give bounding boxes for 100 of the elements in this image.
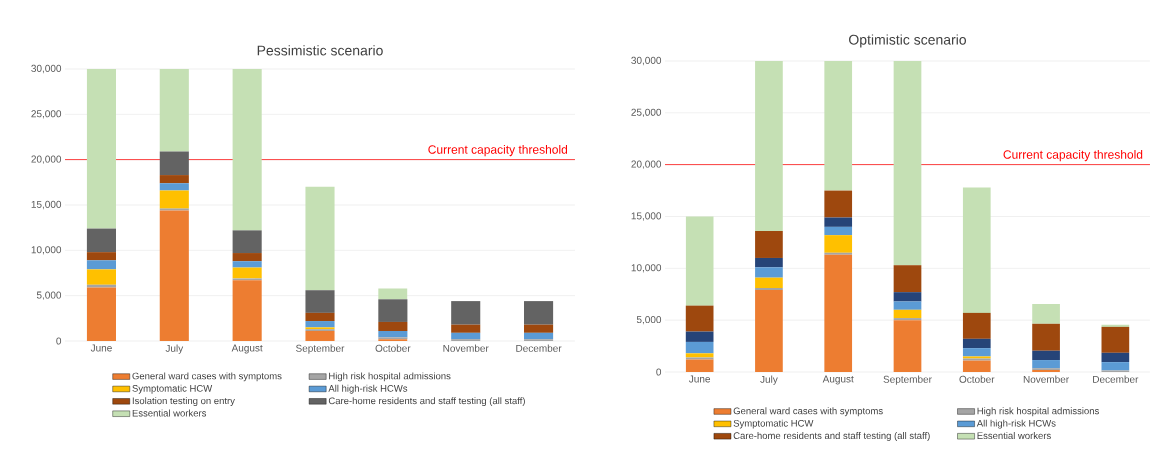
legend-label: Care-home residents and staff testing (all staff) xyxy=(328,397,525,407)
bar xyxy=(159,210,189,341)
y-tick-label: 15,000 xyxy=(31,200,62,210)
bar xyxy=(755,277,783,289)
x-tick-label: July xyxy=(165,344,184,354)
bar xyxy=(232,253,262,262)
bar xyxy=(755,288,783,291)
legend-label: Essential workers xyxy=(132,409,207,417)
bar xyxy=(232,267,262,279)
bar xyxy=(86,228,116,253)
y-tick-label: 0 xyxy=(56,337,62,345)
bar xyxy=(159,190,189,209)
ref-line-label: Current capacity threshold xyxy=(428,144,568,157)
legend-label: Essential workers xyxy=(977,432,1051,440)
x-tick-label: October xyxy=(959,375,995,383)
bar xyxy=(524,301,554,325)
bar xyxy=(232,261,262,268)
bar xyxy=(755,267,783,278)
bar xyxy=(305,321,335,328)
bar xyxy=(305,290,335,313)
bar xyxy=(1032,304,1060,324)
bar xyxy=(962,360,991,372)
bar xyxy=(893,309,922,319)
bar xyxy=(159,68,189,152)
y-tick-label: 20,000 xyxy=(631,160,662,169)
y-tick-label: 30,000 xyxy=(631,56,662,66)
x-tick-label: July xyxy=(760,375,778,385)
bar xyxy=(685,305,714,332)
bar xyxy=(685,216,714,306)
y-tick-label: 25,000 xyxy=(631,108,662,117)
legend-label: Care-home residents and staff testing (all staff) xyxy=(733,432,930,441)
bar xyxy=(824,60,853,191)
bar xyxy=(524,324,554,333)
legend-label: High risk hospital admissions xyxy=(329,372,451,382)
y-tick-label: 5,000 xyxy=(636,316,662,325)
bar xyxy=(755,60,783,231)
bar xyxy=(824,217,853,227)
bar xyxy=(159,175,189,184)
bar xyxy=(378,321,408,332)
x-tick-label: November xyxy=(1023,375,1069,383)
x-tick-label: June xyxy=(90,344,112,352)
ref-line-label: Current capacity threshold xyxy=(1003,149,1143,162)
legend-label: Symptomatic HCW xyxy=(733,419,814,429)
bar xyxy=(232,68,262,231)
bar xyxy=(451,332,481,340)
y-tick-label: 10,000 xyxy=(31,246,62,255)
bar xyxy=(962,187,991,313)
bar xyxy=(378,331,408,338)
bar xyxy=(893,265,922,293)
bar xyxy=(159,151,189,176)
bar xyxy=(824,235,853,253)
bar xyxy=(755,257,783,268)
x-tick-label: August xyxy=(822,375,854,385)
bar xyxy=(305,312,335,322)
bar xyxy=(86,287,116,341)
legend-label: High risk hospital admissions xyxy=(977,407,1099,417)
y-tick-label: 5,000 xyxy=(36,291,62,300)
bar xyxy=(893,301,922,310)
bar xyxy=(755,290,783,372)
bar xyxy=(86,68,116,229)
bar xyxy=(824,254,853,372)
chart-title: Optimistic scenario xyxy=(849,34,967,48)
bar xyxy=(685,359,714,372)
bar xyxy=(232,230,262,254)
bar xyxy=(893,60,922,266)
bar xyxy=(685,341,714,354)
x-tick-label: November xyxy=(443,344,489,352)
bar xyxy=(1101,362,1130,371)
bar xyxy=(159,183,189,191)
bar xyxy=(962,312,991,339)
x-tick-label: December xyxy=(516,344,562,352)
x-tick-label: December xyxy=(1093,375,1139,383)
bar xyxy=(893,292,922,302)
legend-label: General ward cases with symptoms xyxy=(733,407,883,417)
legend-label: General ward cases with symptoms xyxy=(132,372,282,382)
y-tick-label: 10,000 xyxy=(631,264,662,273)
chart-title: Pessimistic scenario xyxy=(257,45,383,56)
bar xyxy=(232,280,262,341)
bar xyxy=(305,186,335,291)
x-tick-label: June xyxy=(688,375,711,383)
bar xyxy=(378,299,408,322)
bar xyxy=(1032,360,1060,369)
y-tick-label: 25,000 xyxy=(31,110,62,119)
x-tick-label: October xyxy=(375,344,411,352)
x-tick-label: August xyxy=(231,344,263,354)
bar xyxy=(824,190,853,218)
bar xyxy=(824,252,853,255)
bar xyxy=(305,331,335,341)
bar xyxy=(893,318,922,321)
y-tick-label: 0 xyxy=(656,368,662,376)
bar xyxy=(1032,350,1060,361)
y-tick-label: 20,000 xyxy=(31,155,62,164)
bar xyxy=(451,301,481,325)
bar xyxy=(685,357,714,360)
bar xyxy=(451,324,481,333)
bar xyxy=(1032,323,1060,351)
bar xyxy=(893,320,922,372)
bar xyxy=(1101,352,1130,363)
bar xyxy=(524,332,554,340)
bar xyxy=(1101,324,1130,327)
